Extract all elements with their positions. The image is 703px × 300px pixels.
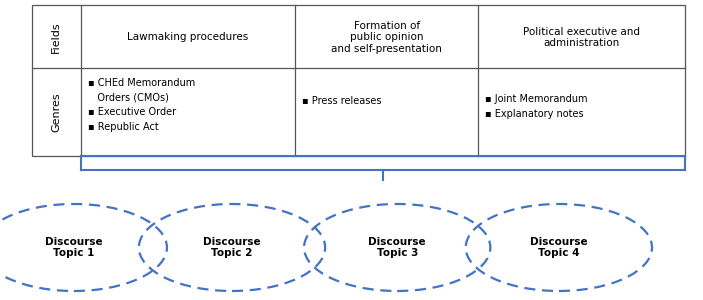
Text: Discourse
Topic 2: Discourse Topic 2 — [203, 237, 261, 258]
Text: Lawmaking procedures: Lawmaking procedures — [127, 32, 249, 43]
Text: Formation of
public opinion
and self-presentation: Formation of public opinion and self-pre… — [331, 21, 442, 54]
Bar — [32, 4, 685, 156]
Text: Discourse
Topic 4: Discourse Topic 4 — [530, 237, 588, 258]
Text: ▪ Joint Memorandum
▪ Explanatory notes: ▪ Joint Memorandum ▪ Explanatory notes — [485, 94, 588, 119]
Text: Discourse
Topic 3: Discourse Topic 3 — [368, 237, 426, 258]
Text: ▪ Press releases: ▪ Press releases — [302, 95, 382, 106]
Text: Discourse
Topic 1: Discourse Topic 1 — [45, 237, 103, 258]
Text: ▪ CHEd Memorandum
   Orders (CMOs)
▪ Executive Order
▪ Republic Act: ▪ CHEd Memorandum Orders (CMOs) ▪ Execut… — [88, 78, 195, 132]
Text: Fields: Fields — [51, 22, 61, 53]
Text: Political executive and
administration: Political executive and administration — [523, 27, 640, 48]
Text: Genres: Genres — [51, 93, 61, 132]
